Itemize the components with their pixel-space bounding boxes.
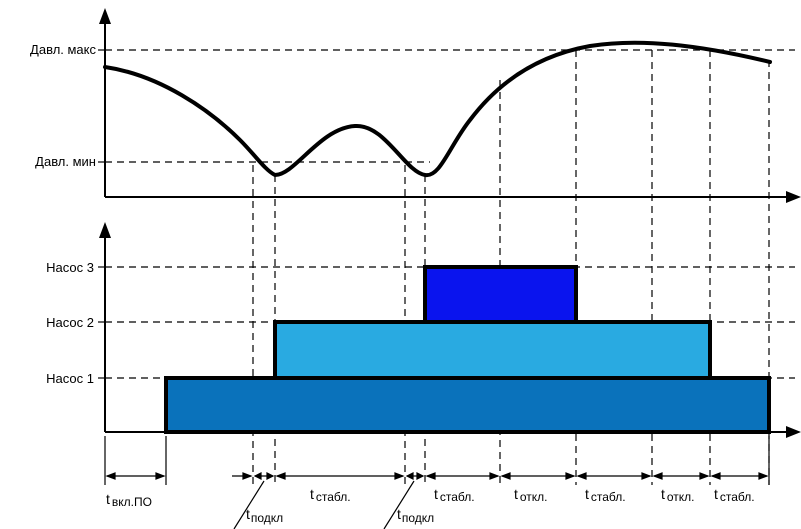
interval-boundaries bbox=[104, 436, 770, 485]
bottom-y-axis-arrow bbox=[99, 222, 111, 238]
interval-label-stabl-4: t стабл. bbox=[714, 486, 755, 504]
pump3-label: Насос 3 bbox=[46, 260, 94, 275]
callout-label-podkl-2: tподкл bbox=[397, 506, 434, 525]
interval-label-otkl-1: t откл. bbox=[514, 486, 548, 504]
interval-label-stabl-3: t стабл. bbox=[585, 486, 626, 504]
pressure-curve bbox=[103, 40, 772, 178]
top-y-axis-arrow bbox=[99, 8, 111, 24]
pump1-bar bbox=[164, 376, 771, 434]
pump1-label: Насос 1 bbox=[46, 371, 94, 386]
callout-leader-1 bbox=[233, 480, 265, 529]
pressure-max-label: Давл. макс bbox=[30, 42, 96, 57]
pump2-label: Насос 2 bbox=[46, 315, 94, 330]
interval-arrows bbox=[105, 472, 769, 480]
bottom-x-axis-arrow bbox=[786, 426, 801, 438]
pump2-bar bbox=[273, 320, 712, 380]
callout-label-podkl-1: tподкл bbox=[246, 506, 283, 525]
interval-label-stabl-2: t стабл. bbox=[434, 486, 475, 504]
pump3-bar bbox=[423, 265, 578, 324]
pressure-min-label: Давл. мин bbox=[35, 154, 96, 169]
interval-label-vkl-po: t вкл.ПО bbox=[106, 491, 152, 509]
interval-labels: t вкл.ПО t стабл. t стабл. t откл. t стабл. t… bbox=[106, 486, 755, 509]
interval-label-stabl-1: t стабл. bbox=[310, 486, 351, 504]
top-x-axis-arrow bbox=[786, 191, 801, 203]
interval-label-otkl-2: t откл. bbox=[661, 486, 695, 504]
callout-leader-2 bbox=[383, 480, 415, 529]
